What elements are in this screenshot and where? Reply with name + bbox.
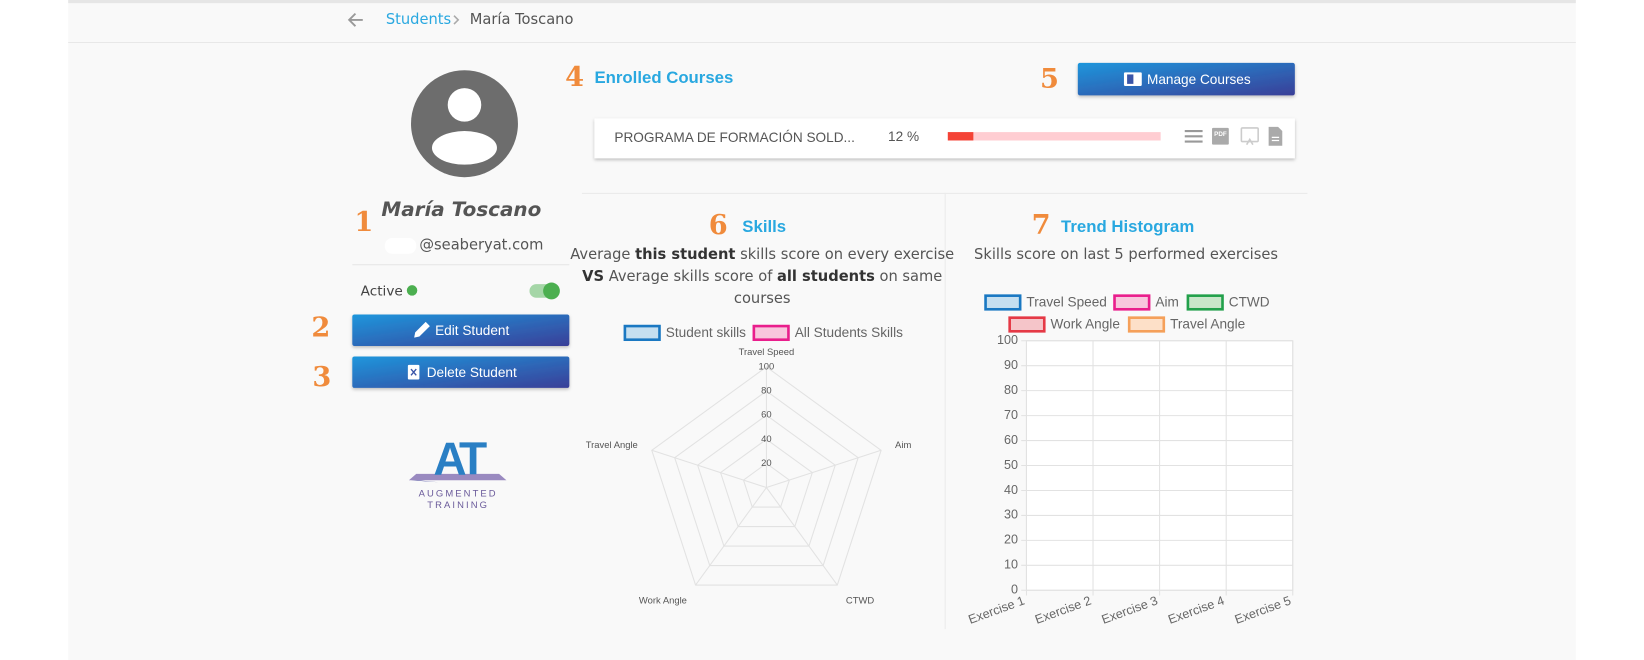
legend-swatch bbox=[752, 324, 790, 342]
legend-label: Student skills bbox=[666, 325, 746, 340]
student-name: María Toscano bbox=[381, 198, 541, 221]
annotation: 1 bbox=[354, 206, 373, 238]
legend-label: Aim bbox=[1155, 295, 1178, 310]
radar-tick-label: 20 bbox=[761, 457, 771, 468]
course-icons[interactable]: PDF bbox=[1184, 126, 1283, 146]
y-tick-label: 10 bbox=[1004, 558, 1018, 572]
legend-swatch bbox=[984, 294, 1022, 311]
back-arrow[interactable] bbox=[347, 12, 363, 27]
description-part: skills score on every exercise bbox=[735, 246, 954, 263]
y-tick-label: 0 bbox=[1011, 583, 1018, 597]
y-tick-label: 20 bbox=[1004, 533, 1018, 547]
legend-label: All Students Skills bbox=[795, 325, 903, 340]
logo-line2: TRAINING bbox=[427, 499, 489, 510]
y-tick-label: 70 bbox=[1004, 408, 1018, 422]
status-toggle[interactable] bbox=[529, 282, 560, 300]
avatar bbox=[411, 70, 518, 178]
trend-subtitle: Skills score on last 5 performed exercis… bbox=[974, 246, 1278, 263]
progress-track bbox=[947, 132, 1161, 141]
annotation: 6 bbox=[709, 209, 728, 241]
skills-description: courses bbox=[734, 290, 791, 307]
description-part: this student bbox=[635, 246, 735, 263]
legend-label: Travel Speed bbox=[1026, 295, 1106, 310]
svg-text:PDF: PDF bbox=[1214, 131, 1227, 138]
radar-tick-label: 40 bbox=[761, 433, 771, 444]
y-tick-label: 100 bbox=[997, 333, 1018, 347]
radar-ring bbox=[697, 414, 836, 547]
radar-tick-label: 60 bbox=[761, 409, 771, 420]
logo: AT AUGMENTED TRAINING bbox=[408, 433, 507, 510]
description-part: VS bbox=[582, 268, 604, 285]
radar-spoke bbox=[695, 487, 767, 586]
course-name: PROGRAMA DE FORMACIÓN SOLD... bbox=[614, 130, 854, 145]
top-shadow bbox=[68, 0, 1576, 4]
radar-axis-label: Aim bbox=[895, 439, 911, 450]
legend-swatch bbox=[1127, 316, 1166, 333]
email-redacted bbox=[384, 237, 417, 254]
delete-button-label[interactable]: Delete Student bbox=[427, 365, 517, 380]
skills-description: Average this student skills score on eve… bbox=[570, 246, 954, 263]
y-tick-label: 40 bbox=[1004, 483, 1018, 497]
legend-label: Work Angle bbox=[1051, 317, 1120, 332]
annotation: 2 bbox=[311, 312, 330, 344]
description-part: Average skills score of bbox=[604, 268, 777, 285]
y-tick-label: 50 bbox=[1004, 458, 1018, 472]
radar-tick-label: 100 bbox=[759, 360, 775, 371]
radar-tick-label: 80 bbox=[761, 385, 771, 396]
annotation: 4 bbox=[565, 61, 584, 93]
radar-ring bbox=[719, 438, 813, 528]
logo-line1: AUGMENTED bbox=[419, 487, 498, 498]
legend-swatch bbox=[623, 324, 661, 342]
breadcrumb-link[interactable]: Students bbox=[386, 11, 451, 28]
radar-ring bbox=[674, 390, 859, 567]
description-part: all students bbox=[777, 268, 875, 285]
breadcrumb-sep bbox=[453, 15, 460, 25]
radar-chart: Student skills All Students SkillsTravel … bbox=[586, 324, 911, 606]
radar-axis-label: CTWD bbox=[846, 595, 874, 606]
radar-spoke bbox=[766, 487, 838, 586]
edit-button[interactable]: Edit Student bbox=[352, 314, 570, 346]
annotation: 3 bbox=[312, 361, 331, 393]
radar-spoke bbox=[766, 449, 882, 489]
radar-axis-label: Work Angle bbox=[639, 595, 687, 606]
y-tick-label: 30 bbox=[1004, 508, 1018, 522]
legend-swatch bbox=[1113, 294, 1151, 311]
y-tick-label: 80 bbox=[1004, 383, 1018, 397]
breadcrumb-current: María Toscano bbox=[470, 11, 574, 28]
y-tick-label: 60 bbox=[1004, 433, 1018, 447]
radar-ring bbox=[742, 462, 790, 508]
email: @seaberyat.com bbox=[419, 236, 543, 253]
radar-axis-label: Travel Speed bbox=[739, 346, 795, 357]
logo-mark: AT bbox=[433, 433, 487, 485]
legend-label: Travel Angle bbox=[1170, 317, 1245, 332]
legend-swatch bbox=[1186, 294, 1224, 311]
delete-button[interactable]: Delete Student bbox=[352, 356, 570, 388]
status-dot bbox=[406, 285, 418, 296]
status-label: Active bbox=[361, 283, 403, 299]
skills-title: Skills bbox=[742, 217, 786, 236]
course-progress-label: 12 % bbox=[888, 129, 919, 144]
manage-courses-button[interactable]: Manage Courses bbox=[1077, 62, 1295, 96]
trend-title: Trend Histogram bbox=[1061, 217, 1194, 236]
y-tick-label: 90 bbox=[1004, 358, 1018, 372]
legend-swatch bbox=[1008, 316, 1046, 333]
radar-ring bbox=[651, 366, 882, 586]
description-part: on same bbox=[875, 268, 943, 285]
manage-courses-label[interactable]: Manage Courses bbox=[1147, 72, 1251, 87]
description-part: Average bbox=[570, 246, 635, 263]
radar-axis-label: Travel Angle bbox=[586, 439, 638, 450]
legend-label: CTWD bbox=[1229, 295, 1270, 310]
annotation: 5 bbox=[1040, 63, 1059, 95]
description-part: courses bbox=[734, 290, 791, 307]
progress-fill bbox=[947, 132, 974, 141]
edit-button-label[interactable]: Edit Student bbox=[435, 323, 509, 338]
content-bg bbox=[68, 0, 1576, 660]
radar-spoke bbox=[651, 449, 767, 489]
course-card bbox=[594, 118, 1295, 159]
skills-description: VS Average skills score of all students … bbox=[582, 268, 942, 285]
annotation: 7 bbox=[1032, 209, 1051, 241]
courses-title: Enrolled Courses bbox=[594, 68, 733, 87]
